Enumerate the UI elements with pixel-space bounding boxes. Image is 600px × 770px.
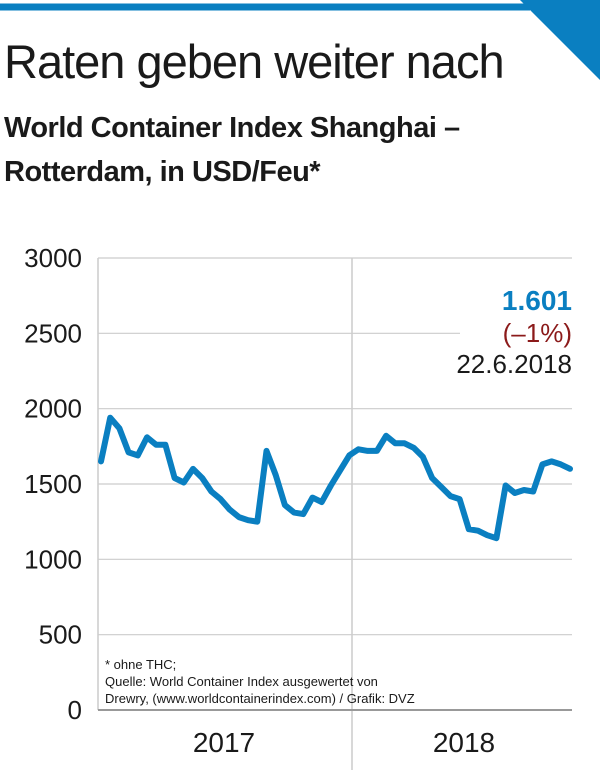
page-title: Raten geben weiter nach bbox=[4, 35, 505, 88]
y-tick-label-1500: 1500 bbox=[24, 469, 82, 499]
y-tick-label-3000: 3000 bbox=[24, 243, 82, 273]
footnote-line-3: Drewry, (www.worldcontainerindex.com) / … bbox=[105, 691, 415, 706]
series-line bbox=[98, 414, 573, 542]
date-label: 22.6.2018 bbox=[456, 349, 572, 379]
change-label: (–1%) bbox=[503, 318, 572, 348]
corner-decoration bbox=[0, 0, 600, 80]
y-tick-label-1000: 1000 bbox=[24, 544, 82, 574]
y-tick-label-500: 500 bbox=[39, 620, 82, 650]
annotation-bg bbox=[460, 282, 572, 382]
y-tick-label-2500: 2500 bbox=[24, 318, 82, 348]
chart-subtitle: World Container Index Shanghai – Rotterd… bbox=[4, 112, 460, 188]
x-tick-label-2017: 2017 bbox=[193, 727, 255, 758]
y-tick-label-0: 0 bbox=[68, 695, 82, 725]
corner-triangle bbox=[520, 0, 600, 80]
footnote: * ohne THC; Quelle: World Container Inde… bbox=[105, 656, 505, 707]
latest-value-label: 1.601 bbox=[502, 285, 572, 316]
y-tick-label-2000: 2000 bbox=[24, 394, 82, 424]
x-tick-label-2018: 2018 bbox=[433, 727, 495, 758]
footnote-line-2: Quelle: World Container Index ausgewerte… bbox=[105, 674, 378, 689]
footnote-line-1: * ohne THC; bbox=[105, 657, 177, 672]
